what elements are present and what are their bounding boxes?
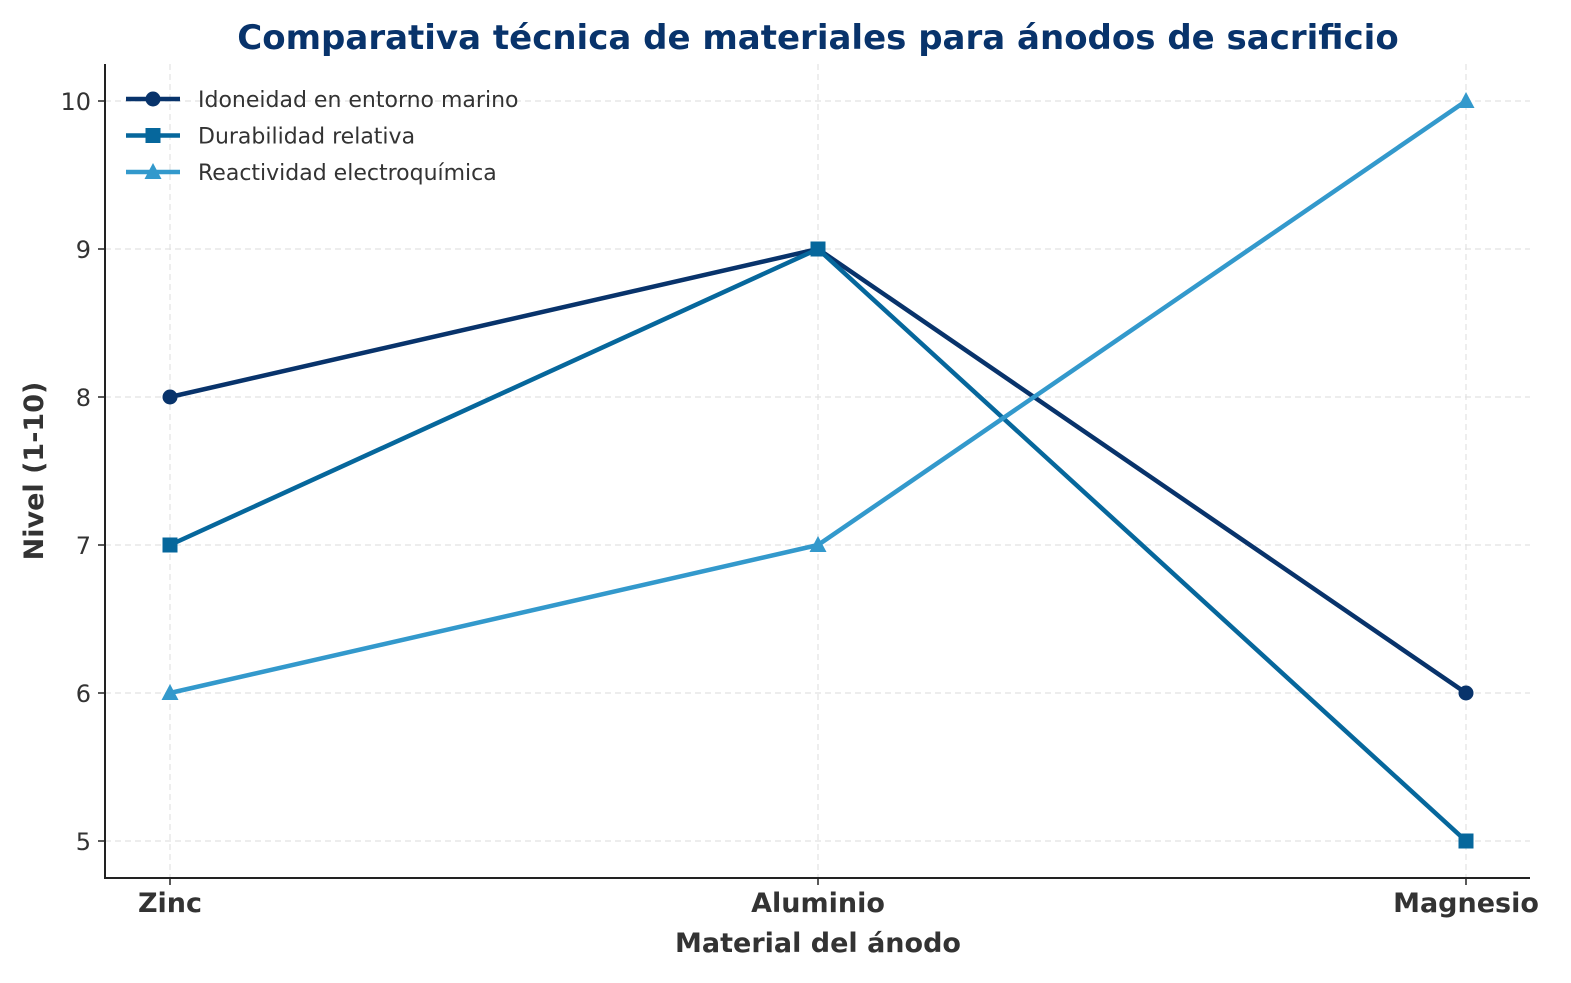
y-axis-label: Nivel (1-10) (19, 382, 50, 561)
data-point-2-1 (809, 536, 827, 552)
legend-label-0: Idoneidad en entorno marino (198, 88, 518, 113)
x-ticks: Zinc Aluminio Magnesio (138, 878, 1539, 919)
x-tick-label: Magnesio (1393, 888, 1539, 919)
y-tick-label: 6 (76, 680, 91, 708)
data-point-1-0 (162, 537, 178, 553)
data-point-0-0 (162, 389, 178, 405)
x-axis-label: Material del ánodo (675, 928, 961, 959)
x-tick-label: Zinc (138, 888, 202, 919)
y-ticks: 5 6 7 8 9 10 (60, 88, 105, 856)
data-point-0-2 (1458, 685, 1474, 701)
series-group (161, 92, 1475, 849)
y-tick-label: 8 (76, 384, 91, 412)
chart-title: Comparativa técnica de materiales para á… (237, 18, 1398, 58)
legend-marker-0 (145, 91, 161, 107)
legend-marker-2 (144, 163, 162, 179)
y-tick-label: 9 (76, 236, 91, 264)
y-tick-label: 10 (60, 88, 91, 116)
data-point-2-2 (1457, 92, 1475, 108)
data-point-2-0 (161, 684, 179, 700)
legend-label-1: Durabilidad relativa (198, 125, 415, 150)
grid (105, 64, 1530, 878)
legend-marker-1 (145, 128, 161, 143)
legend-label-2: Reactividad electroquímica (198, 161, 497, 186)
x-tick-label: Aluminio (751, 888, 885, 919)
y-tick-label: 7 (76, 532, 91, 560)
data-point-1-2 (1458, 833, 1474, 849)
legend: Idoneidad en entorno marino Durabilidad r… (126, 88, 518, 186)
y-tick-label: 5 (76, 828, 91, 856)
data-point-1-1 (810, 241, 826, 257)
